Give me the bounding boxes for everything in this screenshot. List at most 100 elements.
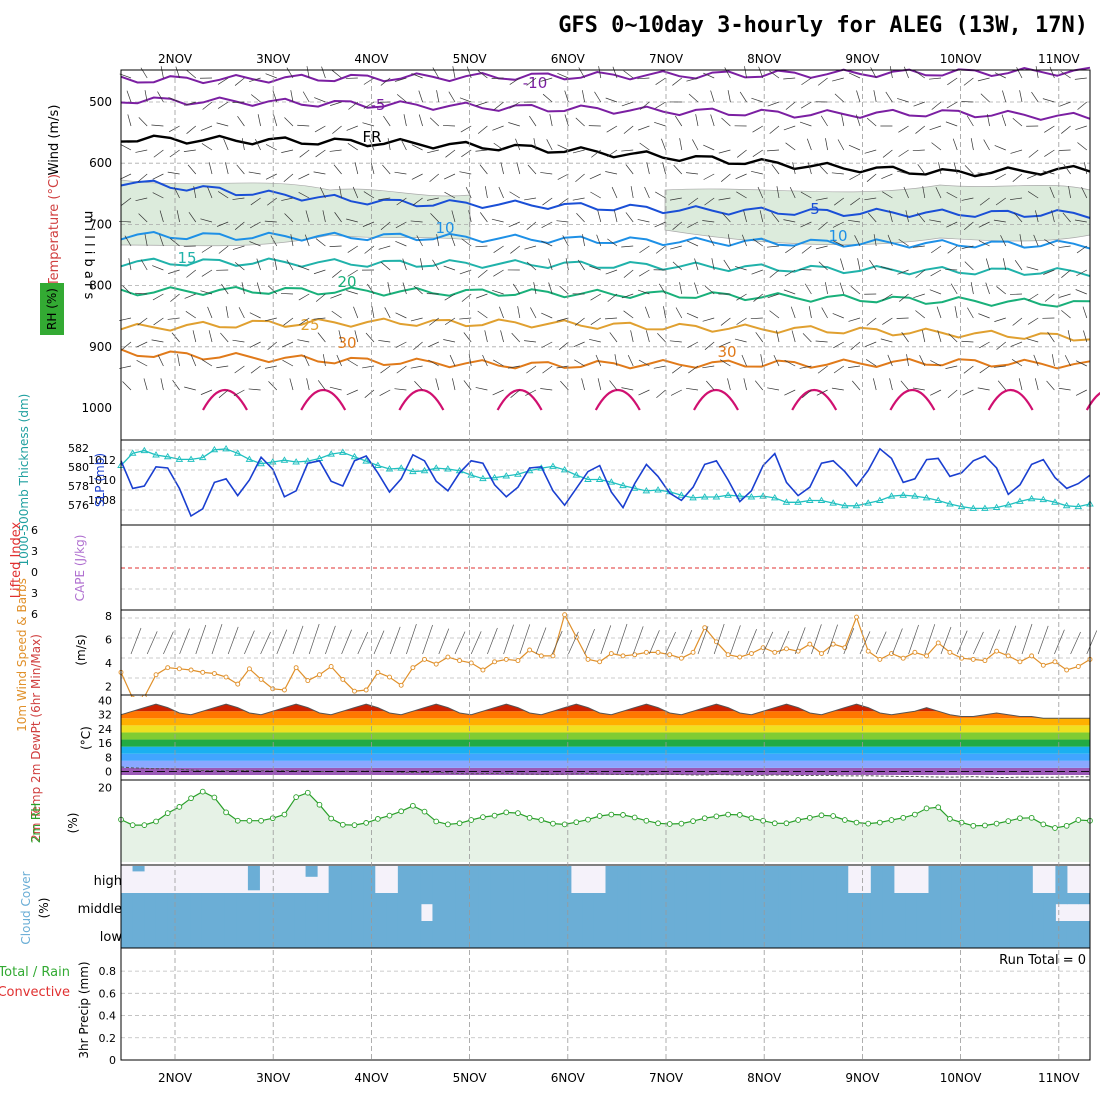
cloud-bar <box>767 893 779 921</box>
precip-legend-total: Total / Rain <box>0 965 70 980</box>
wind-barb <box>501 330 504 342</box>
wind10m-point <box>563 613 567 617</box>
wind-barb <box>767 388 779 390</box>
wind-barb <box>381 366 391 373</box>
cloud-bar <box>755 921 767 948</box>
cloud-bar <box>571 921 583 948</box>
wind-barb <box>437 90 439 102</box>
cloud-layer-label: middle <box>78 902 122 917</box>
cloud-bar <box>675 921 687 948</box>
cloud-bar <box>271 893 283 921</box>
wind-barb <box>436 378 439 390</box>
rh2m-point <box>644 818 649 823</box>
wind-barb <box>1075 126 1086 130</box>
wind-barb <box>742 355 747 366</box>
wind-barb <box>446 150 455 157</box>
cloud-bar <box>675 866 687 893</box>
cloud-bar <box>663 921 675 948</box>
rh2m-point <box>983 823 988 828</box>
cloud-bar <box>709 893 721 921</box>
wind-barb <box>173 380 180 390</box>
wind-barb <box>721 174 730 182</box>
wind-barb <box>152 266 163 270</box>
wind-barb <box>524 341 536 342</box>
wind10m-point <box>481 668 485 672</box>
cloud-bar <box>363 921 375 948</box>
wind-barb <box>459 172 471 174</box>
cloud-bar <box>882 921 894 948</box>
wind10m-point <box>388 675 392 679</box>
wind-barb <box>598 210 601 222</box>
cloud-bar <box>721 866 733 893</box>
wind-barb <box>689 94 698 102</box>
wind-barb <box>680 282 682 294</box>
wind-barb <box>606 270 617 274</box>
wind10m-point <box>154 673 158 677</box>
cloud-bar <box>121 893 133 921</box>
cloud-bar <box>202 921 214 948</box>
date-label-top: 3NOV <box>256 52 291 66</box>
wind-barb <box>1052 354 1054 366</box>
wind10m-point <box>528 648 532 652</box>
rh2m-point <box>621 813 626 818</box>
precip-tick-label: 0.6 <box>99 987 117 1000</box>
rh2m-point <box>551 821 556 826</box>
wind-barb <box>980 366 990 373</box>
wind-barb <box>1013 174 1022 182</box>
wind-barb <box>543 198 553 205</box>
rh2m-point <box>375 817 380 822</box>
wind-barb <box>524 198 536 200</box>
wind-barb <box>157 92 163 102</box>
wind-barb <box>299 294 309 300</box>
wind-barb <box>575 318 584 325</box>
contour-label: 5 <box>810 200 820 218</box>
wind10m-point <box>317 673 321 677</box>
wind-barb <box>348 246 358 253</box>
wind10m-barb <box>374 631 384 654</box>
cloud-bar <box>686 893 698 921</box>
wind-barb <box>849 174 860 180</box>
temp2m-tick-label: 8 <box>105 751 112 764</box>
cloud-bar <box>779 866 791 893</box>
cloud-bar <box>1032 893 1044 921</box>
wind-barb <box>582 378 585 390</box>
wind-barb <box>201 390 212 395</box>
wind-barb <box>362 366 374 368</box>
cloud-bar <box>952 866 964 893</box>
cloud-bar <box>709 921 721 948</box>
precip-tick-label: 0.4 <box>99 1010 117 1023</box>
cloud-bar <box>1009 866 1021 893</box>
cloud-bar <box>490 893 502 921</box>
wind10m-barb <box>244 631 254 654</box>
rh2m-point <box>1064 823 1069 828</box>
wind-barb <box>751 318 763 319</box>
wind10m-barb <box>1087 631 1097 654</box>
wind-barb <box>251 94 260 102</box>
wind-barb <box>560 381 568 390</box>
wind-barb <box>614 210 617 222</box>
wind-barb <box>610 381 617 390</box>
wind-barb <box>849 145 860 150</box>
pressure-tick-label: 600 <box>89 156 112 170</box>
wind-barb <box>169 126 179 132</box>
wind-barb <box>711 91 715 102</box>
wind-barb <box>1015 260 1022 270</box>
rh2m-point <box>691 819 696 824</box>
wind-barb <box>543 366 553 373</box>
cloud-bar <box>236 893 248 921</box>
wind10m-barb <box>358 632 368 654</box>
wind-barb <box>420 258 422 270</box>
wind-barb <box>965 262 974 270</box>
wind-barb <box>915 310 924 318</box>
cloud-bar <box>248 893 260 921</box>
wind-barb <box>590 192 600 198</box>
cloud-bar <box>409 866 421 893</box>
wind-barb <box>818 78 827 85</box>
wind-barb <box>821 116 827 126</box>
wind-barb <box>947 102 957 108</box>
slp-line <box>121 449 1090 516</box>
wind-barb <box>807 139 811 150</box>
wind-barb <box>381 262 390 270</box>
thickness-tick-label: 578 <box>68 480 89 493</box>
